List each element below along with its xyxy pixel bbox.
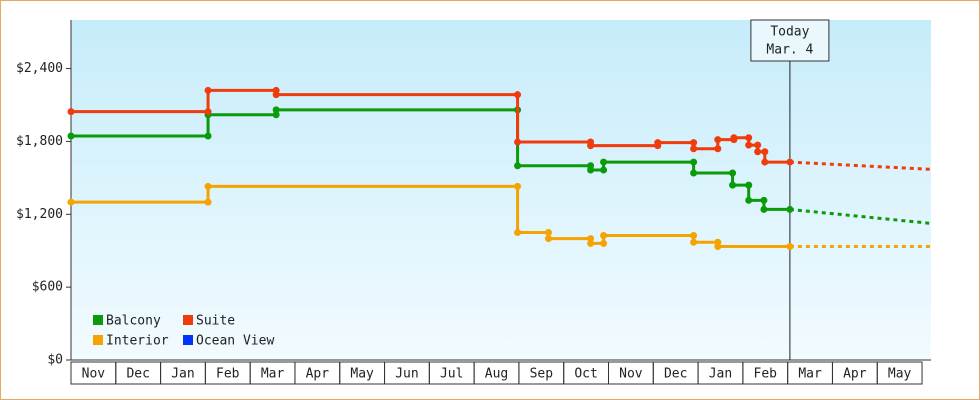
today-label: Mar. 4 xyxy=(766,43,813,58)
legend-label: Suite xyxy=(196,314,235,329)
point xyxy=(587,166,595,174)
point xyxy=(67,132,75,140)
x-tick-label: Nov xyxy=(82,367,106,382)
x-tick-label: Mar xyxy=(798,367,822,382)
x-tick-label: Aug xyxy=(485,367,508,382)
point xyxy=(714,242,722,250)
x-tick-label: Jul xyxy=(440,367,463,382)
point xyxy=(745,134,753,142)
point xyxy=(600,158,608,166)
point xyxy=(600,232,608,240)
point xyxy=(514,162,522,170)
y-tick-label: $1,800 xyxy=(16,134,63,149)
x-tick-label: May xyxy=(888,367,912,382)
legend-swatch xyxy=(93,335,103,345)
point xyxy=(729,181,737,189)
point xyxy=(654,139,662,147)
point xyxy=(730,134,738,142)
point xyxy=(745,196,753,204)
point xyxy=(745,141,753,149)
plot-area xyxy=(71,20,931,360)
point xyxy=(729,169,737,177)
legend-label: Ocean View xyxy=(196,334,274,349)
x-tick-label: Sep xyxy=(530,367,554,382)
point xyxy=(204,86,212,94)
point xyxy=(204,182,212,190)
today-label: Today xyxy=(770,25,809,40)
today-box xyxy=(750,19,830,62)
point xyxy=(690,139,698,147)
legend-label: Interior xyxy=(106,334,169,349)
point xyxy=(690,232,698,240)
point xyxy=(587,235,595,243)
point xyxy=(745,181,753,189)
legend-swatch xyxy=(183,335,193,345)
x-tick-label: Jan xyxy=(171,367,194,382)
point xyxy=(714,136,722,144)
point xyxy=(67,198,75,206)
x-tick-label: Apr xyxy=(843,367,867,382)
point xyxy=(786,242,794,250)
x-tick-label: Jun xyxy=(395,367,418,382)
point xyxy=(544,235,552,243)
x-tick-label: Dec xyxy=(126,367,149,382)
point xyxy=(690,145,698,153)
point xyxy=(690,169,698,177)
point xyxy=(67,108,75,116)
point xyxy=(760,205,768,213)
point xyxy=(514,229,522,236)
point xyxy=(754,141,762,149)
x-tick-label: Mar xyxy=(261,367,285,382)
point xyxy=(587,142,595,150)
point xyxy=(714,145,722,153)
point xyxy=(514,91,522,99)
y-tick-label: $600 xyxy=(32,280,63,295)
x-tick-label: Dec xyxy=(664,367,687,382)
point xyxy=(272,111,280,119)
point xyxy=(690,158,698,166)
point xyxy=(272,106,280,114)
point xyxy=(514,182,522,190)
point xyxy=(690,238,698,246)
point xyxy=(786,205,794,213)
point xyxy=(600,239,608,247)
x-axis-band xyxy=(71,362,931,384)
point xyxy=(761,148,769,156)
x-tick-label: Feb xyxy=(216,367,240,382)
point xyxy=(786,158,794,166)
point xyxy=(272,91,280,99)
point xyxy=(600,166,608,174)
x-tick-cell xyxy=(876,361,923,385)
point xyxy=(514,138,522,146)
point xyxy=(587,239,595,247)
y-tick-label: $0 xyxy=(47,353,63,368)
point xyxy=(544,229,552,236)
legend-label: Balcony xyxy=(106,314,161,329)
legend-swatch xyxy=(93,315,103,325)
point xyxy=(204,132,212,140)
point xyxy=(761,158,769,166)
x-tick-label: Nov xyxy=(619,367,643,382)
x-tick-label: Jan xyxy=(709,367,732,382)
y-tick-label: $1,200 xyxy=(16,207,63,222)
point xyxy=(760,196,768,204)
x-tick-label: Apr xyxy=(306,367,330,382)
y-tick-label: $2,400 xyxy=(16,61,63,76)
x-tick-label: Feb xyxy=(754,367,778,382)
point xyxy=(204,198,212,206)
point xyxy=(754,148,762,156)
point xyxy=(204,108,212,116)
x-tick-label: Oct xyxy=(574,367,597,382)
x-tick-label: May xyxy=(350,367,374,382)
legend-swatch xyxy=(183,315,193,325)
